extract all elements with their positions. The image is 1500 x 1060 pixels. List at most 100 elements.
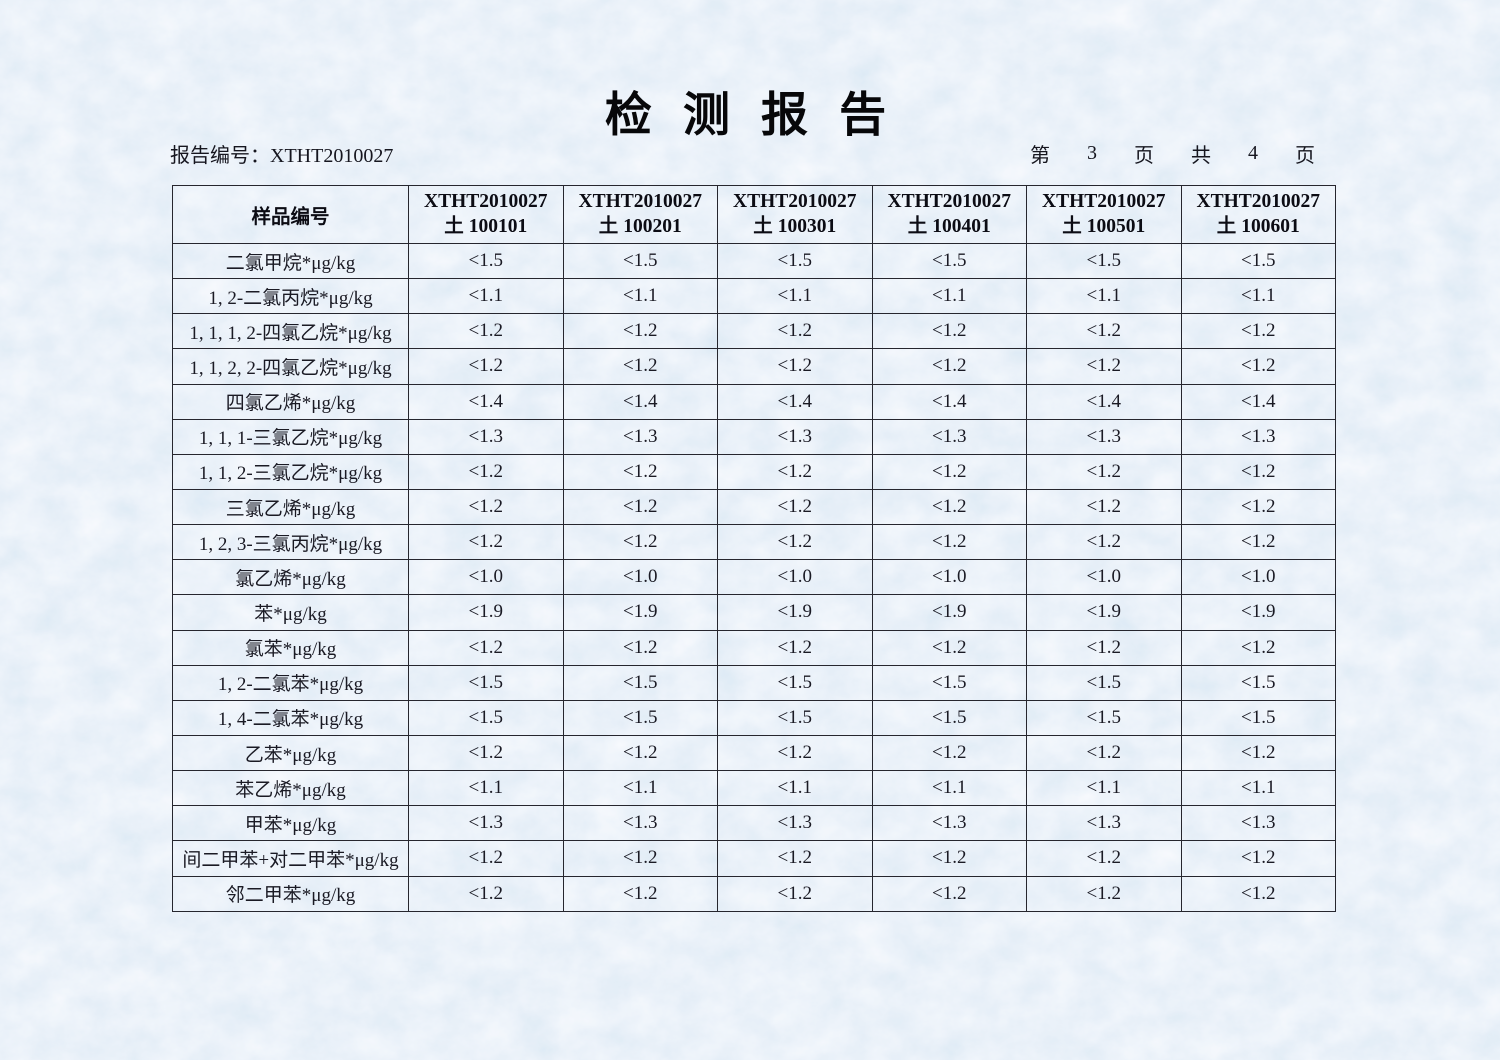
result-value-cell: <1.3 bbox=[408, 805, 564, 842]
result-value-cell: <1.1 bbox=[408, 770, 564, 807]
pagination-total-unit: 页 bbox=[1295, 144, 1315, 167]
result-value-cell: <1.2 bbox=[1180, 313, 1336, 350]
analyte-name-cell: 1, 2-二氯丙烷*μg/kg bbox=[172, 278, 409, 315]
table-row: 氯苯*μg/kg <1.2 <1.2 <1.2 <1.2 <1.2 <1.2 bbox=[172, 629, 1336, 666]
analyte-name-cell: 1, 4-二氯苯*μg/kg bbox=[172, 699, 409, 736]
table-row: 二氯甲烷*μg/kg <1.5 <1.5 <1.5 <1.5 <1.5 <1.5 bbox=[172, 242, 1336, 280]
table-row: 乙苯*μg/kg <1.2 <1.2 <1.2 <1.2 <1.2 <1.2 bbox=[172, 734, 1336, 772]
result-value-cell: <1.5 bbox=[408, 664, 564, 701]
result-value-cell: <1.2 bbox=[1180, 488, 1336, 526]
result-value-cell: <1.5 bbox=[871, 242, 1027, 280]
result-value-cell: <1.5 bbox=[717, 699, 873, 736]
result-value-cell: <1.2 bbox=[1180, 453, 1336, 490]
table-row: 1, 2-二氯苯*μg/kg <1.5 <1.5 <1.5 <1.5 <1.5 <1.5 bbox=[172, 664, 1336, 701]
result-value-cell: <1.4 bbox=[562, 383, 718, 420]
pagination-page-unit: 页 bbox=[1134, 144, 1154, 167]
pagination-total-pages: 4 bbox=[1248, 141, 1258, 164]
analyte-name-cell: 氯苯*μg/kg bbox=[172, 629, 409, 666]
analyte-name-cell: 1, 2-二氯苯*μg/kg bbox=[172, 664, 409, 701]
result-value-cell: <1.5 bbox=[871, 664, 1027, 701]
result-value-cell: <1.2 bbox=[562, 488, 718, 526]
result-value-cell: <1.2 bbox=[408, 875, 564, 912]
result-value-cell: <1.4 bbox=[871, 383, 1027, 420]
result-value-cell: <1.2 bbox=[1026, 524, 1182, 561]
result-value-cell: <1.4 bbox=[1180, 383, 1336, 420]
result-value-cell: <1.3 bbox=[1180, 418, 1336, 455]
result-value-cell: <1.5 bbox=[562, 664, 718, 701]
table-row: 1, 1, 2, 2-四氯乙烷*μg/kg <1.2 <1.2 <1.2 <1.2 <1.… bbox=[172, 348, 1336, 385]
result-value-cell: <1.4 bbox=[1026, 383, 1182, 420]
result-value-cell: <1.2 bbox=[717, 734, 873, 772]
result-value-cell: <1.1 bbox=[1180, 770, 1336, 807]
result-value-cell: <1.2 bbox=[562, 524, 718, 561]
analyte-name-cell: 苯乙烯*μg/kg bbox=[172, 770, 409, 807]
result-value-cell: <1.2 bbox=[408, 313, 564, 350]
table-row: 苯乙烯*μg/kg <1.1 <1.1 <1.1 <1.1 <1.1 <1.1 bbox=[172, 770, 1336, 807]
result-value-cell: <1.3 bbox=[717, 805, 873, 842]
result-value-cell: <1.2 bbox=[1180, 524, 1336, 561]
result-value-cell: <1.0 bbox=[717, 559, 873, 596]
pagination-of-label: 共 bbox=[1191, 144, 1211, 167]
analyte-name-cell: 苯*μg/kg bbox=[172, 594, 409, 631]
result-value-cell: <1.1 bbox=[717, 770, 873, 807]
result-value-cell: <1.4 bbox=[717, 383, 873, 420]
result-value-cell: <1.1 bbox=[1026, 278, 1182, 315]
table-row: 1, 4-二氯苯*μg/kg <1.5 <1.5 <1.5 <1.5 <1.5 <1.5 bbox=[172, 699, 1336, 736]
result-value-cell: <1.1 bbox=[1180, 278, 1336, 315]
result-value-cell: <1.5 bbox=[1180, 664, 1336, 701]
analyte-name-cell: 甲苯*μg/kg bbox=[172, 805, 409, 842]
result-value-cell: <1.3 bbox=[562, 418, 718, 455]
table-body: 二氯甲烷*μg/kg <1.5 <1.5 <1.5 <1.5 <1.5 <1.5 1, 2-二… bbox=[172, 242, 1336, 912]
result-value-cell: <1.2 bbox=[1026, 453, 1182, 490]
sample-column-header-3: XTHT2010027 土 100301 bbox=[717, 185, 873, 244]
result-value-cell: <1.3 bbox=[1180, 805, 1336, 842]
pagination: 第 3 页 共 4 页 bbox=[1030, 139, 1315, 168]
result-value-cell: <1.4 bbox=[408, 383, 564, 420]
result-value-cell: <1.5 bbox=[871, 699, 1027, 736]
result-value-cell: <1.2 bbox=[1026, 348, 1182, 385]
result-value-cell: <1.2 bbox=[1026, 734, 1182, 772]
table-row: 1, 1, 2-三氯乙烷*μg/kg <1.2 <1.2 <1.2 <1.2 <1.2 <1… bbox=[172, 453, 1336, 490]
result-value-cell: <1.3 bbox=[717, 418, 873, 455]
result-value-cell: <1.1 bbox=[408, 278, 564, 315]
analyte-name-cell: 1, 1, 1-三氯乙烷*μg/kg bbox=[172, 418, 409, 455]
result-value-cell: <1.9 bbox=[717, 594, 873, 631]
result-value-cell: <1.2 bbox=[1180, 629, 1336, 666]
result-value-cell: <1.2 bbox=[717, 629, 873, 666]
result-value-cell: <1.5 bbox=[717, 664, 873, 701]
result-value-cell: <1.3 bbox=[408, 418, 564, 455]
pagination-current-page: 3 bbox=[1087, 141, 1097, 164]
analyte-name-cell: 1, 1, 2, 2-四氯乙烷*μg/kg bbox=[172, 348, 409, 385]
result-value-cell: <1.2 bbox=[408, 524, 564, 561]
result-value-cell: <1.2 bbox=[717, 453, 873, 490]
table-row: 苯*μg/kg <1.9 <1.9 <1.9 <1.9 <1.9 <1.9 bbox=[172, 594, 1336, 631]
sample-column-header-6: XTHT2010027 土 100601 bbox=[1180, 185, 1336, 244]
table-row: 1, 2, 3-三氯丙烷*μg/kg <1.2 <1.2 <1.2 <1.2 <1.2 <1… bbox=[172, 524, 1336, 561]
result-value-cell: <1.1 bbox=[871, 278, 1027, 315]
result-value-cell: <1.5 bbox=[1180, 699, 1336, 736]
result-value-cell: <1.1 bbox=[1026, 770, 1182, 807]
result-value-cell: <1.2 bbox=[871, 734, 1027, 772]
result-value-cell: <1.9 bbox=[562, 594, 718, 631]
pagination-prefix: 第 bbox=[1030, 144, 1050, 167]
table-row: 氯乙烯*μg/kg <1.0 <1.0 <1.0 <1.0 <1.0 <1.0 bbox=[172, 559, 1336, 596]
analyte-name-cell: 1, 2, 3-三氯丙烷*μg/kg bbox=[172, 524, 409, 561]
result-value-cell: <1.2 bbox=[717, 488, 873, 526]
meta-row: 报告编号：XTHT2010027 第 3 页 共 4 页 bbox=[170, 138, 1315, 168]
result-value-cell: <1.5 bbox=[1026, 242, 1182, 280]
result-value-cell: <1.5 bbox=[1026, 664, 1182, 701]
result-value-cell: <1.2 bbox=[562, 734, 718, 772]
result-value-cell: <1.2 bbox=[562, 313, 718, 350]
result-value-cell: <1.2 bbox=[1180, 875, 1336, 912]
result-value-cell: <1.5 bbox=[408, 242, 564, 280]
table-row: 1, 1, 1, 2-四氯乙烷*μg/kg <1.2 <1.2 <1.2 <1.2 <1.… bbox=[172, 313, 1336, 350]
result-value-cell: <1.3 bbox=[562, 805, 718, 842]
corner-header-cell: 样品编号 bbox=[172, 185, 409, 244]
result-value-cell: <1.2 bbox=[871, 629, 1027, 666]
result-value-cell: <1.2 bbox=[871, 488, 1027, 526]
result-value-cell: <1.2 bbox=[408, 629, 564, 666]
page-title: 检 测 报 告 bbox=[604, 88, 896, 141]
result-value-cell: <1.2 bbox=[717, 875, 873, 912]
analyte-name-cell: 二氯甲烷*μg/kg bbox=[172, 242, 409, 280]
